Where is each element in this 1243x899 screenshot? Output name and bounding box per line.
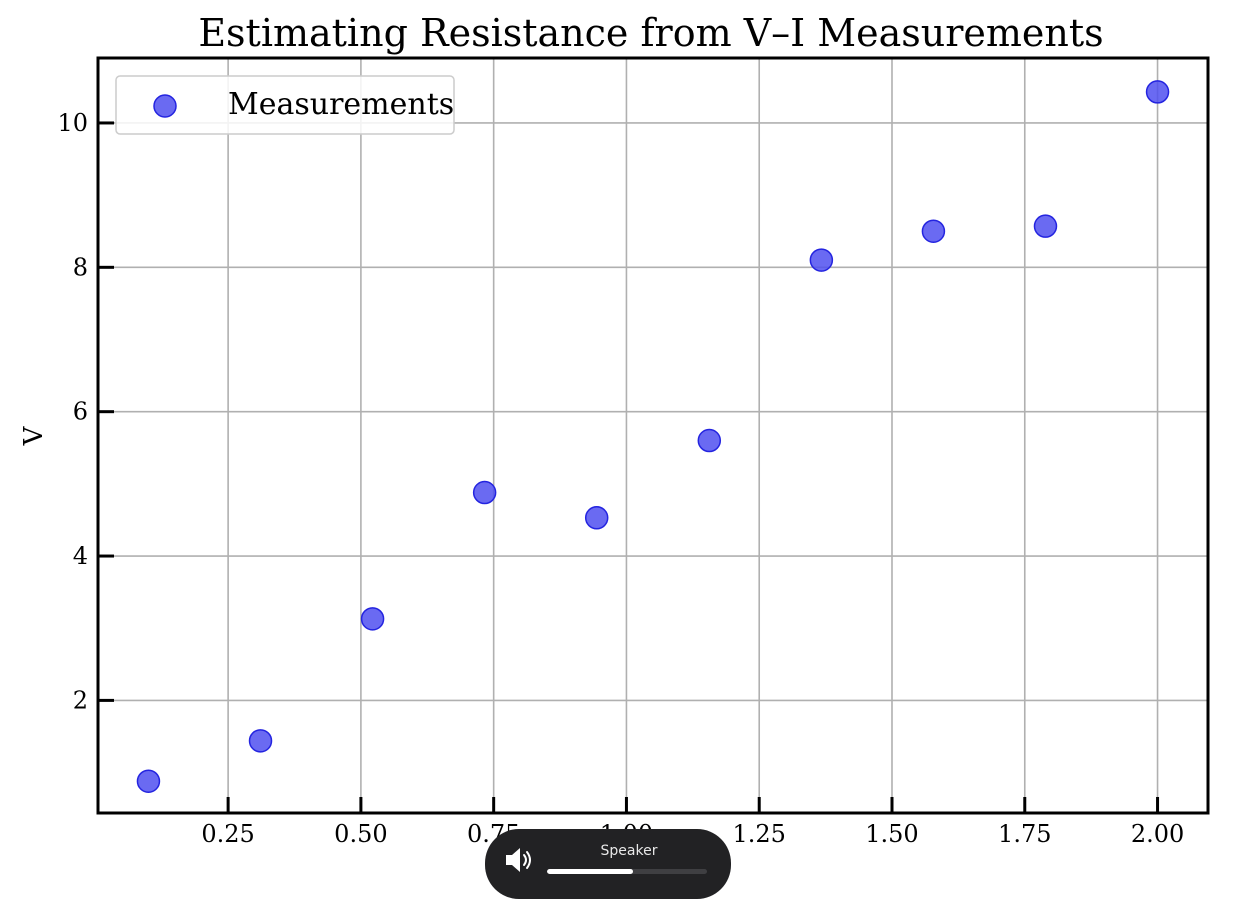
data-point [809, 248, 834, 272]
legend: Measurements [115, 75, 455, 135]
legend-box [115, 75, 455, 135]
y-tick-label: 2 [73, 686, 88, 714]
data-points [136, 80, 1170, 793]
y-tick-label: 4 [73, 542, 88, 570]
data-point [697, 428, 722, 453]
y-tick-label: 8 [73, 253, 88, 281]
data-point [360, 607, 385, 631]
volume-osd: Speaker [485, 829, 731, 899]
data-point [1033, 214, 1058, 238]
x-tick-label: 2.00 [1131, 820, 1184, 848]
volume-slider[interactable] [547, 869, 707, 874]
plot-frame [96, 56, 1210, 815]
grid-layer [98, 58, 1208, 813]
y-tick-label: 10 [57, 109, 88, 137]
legend-label: Measurements [228, 87, 454, 122]
volume-slider-fill [547, 869, 634, 874]
speaker-volume-icon [506, 848, 531, 872]
x-tick-label: 0.25 [201, 820, 254, 848]
data-point [248, 729, 273, 753]
x-tick-label: 1.25 [733, 820, 786, 848]
legend-marker [153, 94, 177, 118]
x-tick-label: 0.50 [334, 820, 387, 848]
x-tick-label: 1.50 [865, 820, 918, 848]
osd-device-label: Speaker [600, 843, 658, 859]
data-point [136, 769, 161, 793]
x-tick-label: 1.75 [998, 820, 1051, 848]
chart-title: Estimating Resistance from V–I Measureme… [198, 11, 1103, 55]
data-point [584, 506, 609, 530]
data-point [921, 219, 946, 243]
data-point [472, 480, 497, 505]
data-point [1145, 80, 1170, 104]
y-tick-label: 6 [73, 398, 88, 426]
y-axis-label: V [19, 425, 49, 446]
